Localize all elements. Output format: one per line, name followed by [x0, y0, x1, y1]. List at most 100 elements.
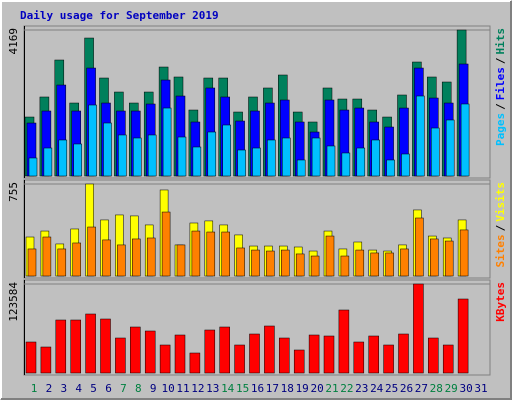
- bar: [174, 334, 186, 374]
- bar: [189, 352, 201, 374]
- x-tick-label: 13: [206, 382, 219, 395]
- legend-separator: /: [494, 224, 507, 231]
- bar: [282, 137, 291, 177]
- bar: [25, 341, 37, 374]
- legend-entry: Visits: [494, 182, 507, 222]
- bar: [356, 147, 366, 177]
- bar: [27, 248, 37, 277]
- bar: [444, 240, 454, 277]
- x-tick-label: 11: [176, 382, 189, 395]
- bar: [162, 107, 172, 177]
- x-tick-label: 28: [430, 382, 443, 395]
- bar: [159, 344, 171, 374]
- x-tick-label: 4: [75, 382, 82, 395]
- bar: [401, 153, 410, 177]
- bar: [161, 211, 171, 277]
- legend: Sites / Visits: [494, 182, 507, 268]
- x-tick-label: 14: [221, 382, 235, 395]
- bar: [133, 137, 142, 177]
- bar: [264, 325, 275, 374]
- bar: [325, 235, 335, 277]
- x-tick-label: 25: [385, 382, 398, 395]
- bar: [353, 341, 365, 374]
- bar: [386, 159, 395, 177]
- x-tick-label: 12: [191, 382, 204, 395]
- bar: [85, 313, 96, 374]
- bar: [206, 231, 216, 277]
- bar: [323, 335, 335, 374]
- bar: [130, 326, 141, 374]
- legend-entry: Files: [494, 67, 507, 100]
- bar: [415, 217, 424, 277]
- x-tick-label: 31: [474, 382, 487, 395]
- bar: [266, 250, 275, 277]
- legend-entry: Sites: [494, 234, 507, 267]
- legend-entry: Hits: [494, 28, 507, 55]
- bar: [368, 335, 379, 374]
- y-tick-label: 755: [7, 182, 20, 202]
- x-tick-label: 7: [120, 382, 127, 395]
- x-tick-label: 8: [135, 382, 142, 395]
- bar: [144, 330, 156, 374]
- bar: [370, 252, 379, 277]
- bar: [207, 131, 217, 177]
- bar: [398, 333, 409, 374]
- bar: [383, 344, 394, 374]
- legend-entry: KBytes: [494, 282, 507, 322]
- bar: [308, 334, 320, 374]
- x-tick-label: 6: [105, 382, 112, 395]
- bar: [295, 253, 305, 277]
- bar: [252, 147, 261, 177]
- bar: [222, 124, 231, 177]
- x-tick-label: 22: [340, 382, 353, 395]
- bar: [340, 255, 350, 277]
- bar: [147, 134, 157, 177]
- bar: [72, 242, 81, 277]
- x-tick-label: 23: [355, 382, 368, 395]
- x-tick-label: 29: [445, 382, 458, 395]
- bar: [279, 337, 290, 374]
- bar: [413, 283, 424, 374]
- legend: KBytes: [494, 282, 507, 322]
- x-tick-label: 15: [236, 382, 249, 395]
- x-tick-label: 2: [46, 382, 53, 395]
- bar: [341, 152, 351, 177]
- bar: [281, 249, 290, 277]
- bar: [204, 329, 216, 374]
- bar: [87, 226, 96, 277]
- x-tick-label: 27: [415, 382, 428, 395]
- bar: [326, 145, 336, 177]
- bar: [457, 298, 469, 374]
- x-tick-label: 9: [150, 382, 157, 395]
- bar: [43, 147, 53, 177]
- legend-separator: /: [494, 57, 507, 64]
- bar: [191, 230, 201, 277]
- y-tick-label: 123584: [7, 282, 20, 322]
- bar: [55, 319, 67, 374]
- bar: [57, 248, 67, 277]
- bar: [58, 139, 68, 177]
- bar: [251, 249, 260, 277]
- bar: [293, 349, 305, 374]
- legend-separator: /: [494, 103, 507, 110]
- bar: [355, 249, 365, 277]
- bar: [311, 137, 321, 177]
- bar: [428, 337, 439, 374]
- bar: [73, 143, 82, 177]
- bar: [88, 104, 97, 177]
- bar: [103, 122, 112, 177]
- bar: [416, 95, 425, 177]
- x-tick-label: 16: [251, 382, 264, 395]
- bar: [249, 333, 260, 374]
- bar: [234, 344, 245, 374]
- bar: [132, 238, 141, 277]
- bar: [237, 149, 246, 177]
- y-tick-label: 4169: [7, 28, 20, 55]
- x-tick-label: 19: [296, 382, 309, 395]
- bar: [118, 134, 127, 177]
- bar: [40, 346, 52, 374]
- bar: [70, 319, 81, 374]
